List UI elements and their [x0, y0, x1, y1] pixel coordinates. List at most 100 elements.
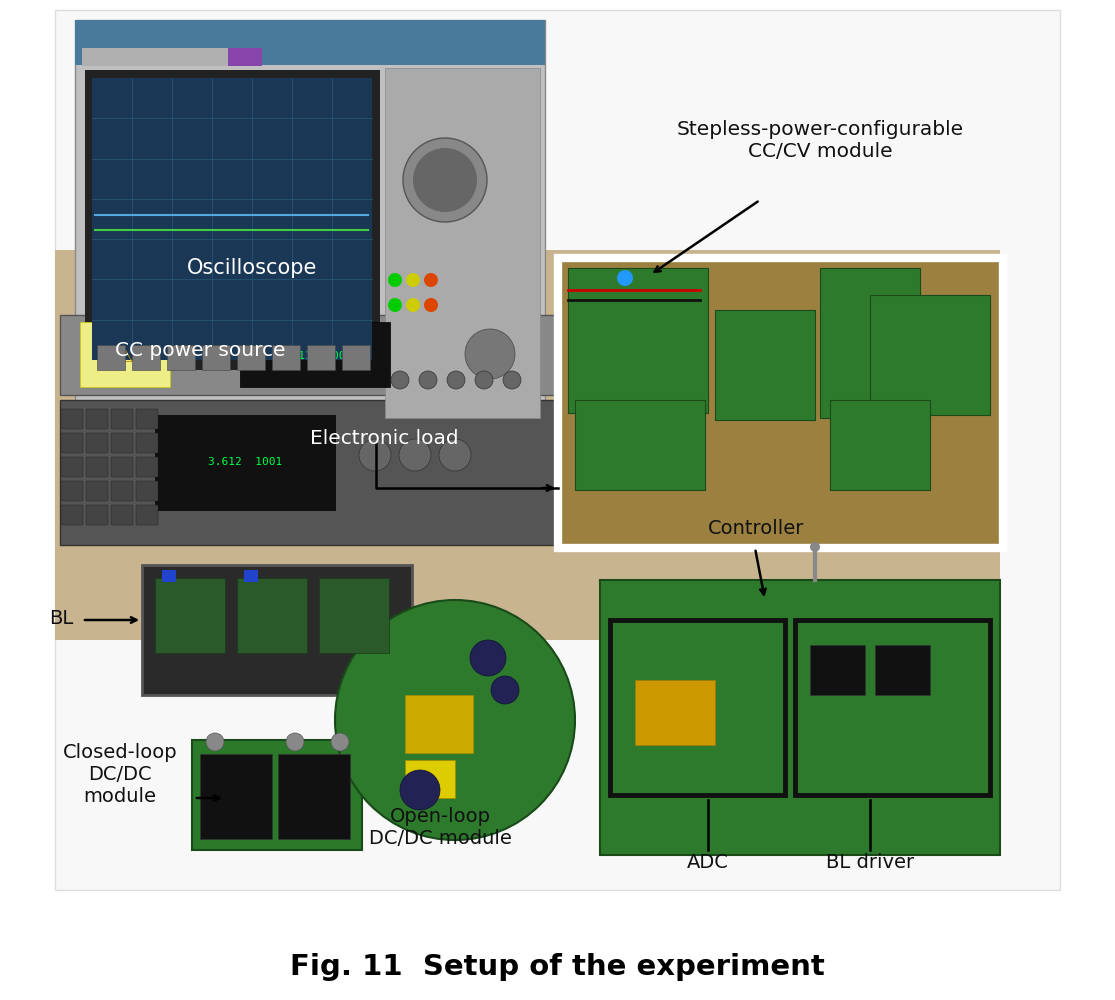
FancyBboxPatch shape — [86, 481, 108, 501]
Circle shape — [471, 640, 506, 676]
Text: Open-loop
DC/DC module: Open-loop DC/DC module — [369, 808, 512, 848]
Circle shape — [388, 273, 403, 287]
Circle shape — [287, 733, 304, 751]
FancyBboxPatch shape — [55, 10, 1060, 890]
FancyBboxPatch shape — [112, 505, 133, 525]
FancyBboxPatch shape — [155, 415, 334, 510]
FancyBboxPatch shape — [60, 400, 560, 545]
FancyBboxPatch shape — [200, 754, 272, 839]
Circle shape — [617, 270, 633, 286]
FancyBboxPatch shape — [600, 580, 1000, 855]
FancyBboxPatch shape — [636, 680, 715, 745]
Circle shape — [465, 329, 515, 379]
FancyBboxPatch shape — [136, 505, 158, 525]
Text: Controller: Controller — [708, 518, 804, 538]
FancyBboxPatch shape — [86, 409, 108, 429]
FancyBboxPatch shape — [112, 409, 133, 429]
Circle shape — [391, 371, 409, 389]
FancyBboxPatch shape — [83, 48, 262, 66]
Circle shape — [447, 371, 465, 389]
FancyBboxPatch shape — [568, 268, 708, 413]
Text: Fig. 11  Setup of the experiment: Fig. 11 Setup of the experiment — [290, 953, 825, 981]
FancyBboxPatch shape — [85, 70, 380, 370]
Text: ⚠: ⚠ — [116, 347, 134, 365]
FancyBboxPatch shape — [307, 345, 334, 370]
Text: 3.612  1001: 3.612 1001 — [207, 457, 282, 467]
FancyBboxPatch shape — [155, 578, 225, 653]
FancyBboxPatch shape — [136, 457, 158, 477]
FancyBboxPatch shape — [809, 645, 865, 695]
FancyBboxPatch shape — [162, 570, 176, 582]
FancyBboxPatch shape — [610, 620, 785, 795]
FancyBboxPatch shape — [278, 754, 350, 839]
FancyBboxPatch shape — [319, 578, 389, 653]
FancyBboxPatch shape — [80, 322, 169, 387]
FancyBboxPatch shape — [112, 457, 133, 477]
FancyBboxPatch shape — [136, 409, 158, 429]
Circle shape — [334, 600, 575, 840]
FancyBboxPatch shape — [61, 409, 83, 429]
Circle shape — [424, 273, 438, 287]
FancyBboxPatch shape — [75, 20, 545, 440]
FancyBboxPatch shape — [136, 481, 158, 501]
FancyBboxPatch shape — [237, 345, 265, 370]
FancyBboxPatch shape — [61, 481, 83, 501]
FancyBboxPatch shape — [830, 400, 930, 490]
FancyBboxPatch shape — [795, 620, 990, 795]
Text: ADC: ADC — [687, 852, 729, 871]
Circle shape — [406, 298, 420, 312]
FancyBboxPatch shape — [55, 250, 1000, 640]
FancyBboxPatch shape — [202, 345, 230, 370]
FancyBboxPatch shape — [342, 345, 370, 370]
FancyBboxPatch shape — [132, 345, 159, 370]
FancyBboxPatch shape — [86, 505, 108, 525]
Circle shape — [439, 439, 471, 471]
Circle shape — [809, 542, 820, 552]
FancyBboxPatch shape — [575, 400, 705, 490]
FancyBboxPatch shape — [237, 578, 307, 653]
Text: BL: BL — [49, 609, 72, 629]
Circle shape — [424, 298, 438, 312]
FancyBboxPatch shape — [244, 570, 258, 582]
Circle shape — [406, 273, 420, 287]
FancyBboxPatch shape — [61, 457, 83, 477]
Circle shape — [399, 439, 432, 471]
FancyBboxPatch shape — [240, 322, 390, 387]
Circle shape — [413, 148, 477, 212]
Text: BL driver: BL driver — [826, 852, 914, 871]
FancyBboxPatch shape — [61, 505, 83, 525]
FancyBboxPatch shape — [142, 565, 413, 695]
FancyBboxPatch shape — [870, 295, 990, 415]
FancyBboxPatch shape — [75, 20, 545, 65]
Circle shape — [475, 371, 493, 389]
Text: Stepless-power-configurable
CC/CV module: Stepless-power-configurable CC/CV module — [677, 120, 963, 161]
FancyBboxPatch shape — [192, 740, 362, 850]
Text: 10.11  100R: 10.11 100R — [278, 351, 352, 361]
Circle shape — [503, 371, 521, 389]
FancyBboxPatch shape — [112, 433, 133, 453]
FancyBboxPatch shape — [385, 68, 540, 418]
FancyBboxPatch shape — [167, 345, 195, 370]
FancyBboxPatch shape — [86, 457, 108, 477]
Circle shape — [400, 770, 440, 810]
FancyBboxPatch shape — [715, 310, 815, 420]
Circle shape — [491, 676, 518, 704]
FancyBboxPatch shape — [136, 433, 158, 453]
FancyBboxPatch shape — [86, 433, 108, 453]
Circle shape — [206, 733, 224, 751]
FancyBboxPatch shape — [875, 645, 930, 695]
Circle shape — [359, 439, 391, 471]
FancyBboxPatch shape — [227, 48, 262, 66]
Circle shape — [331, 733, 349, 751]
FancyBboxPatch shape — [820, 268, 920, 418]
Text: Electronic load: Electronic load — [310, 428, 458, 448]
FancyBboxPatch shape — [405, 760, 455, 798]
FancyBboxPatch shape — [558, 258, 1004, 548]
Circle shape — [419, 371, 437, 389]
Text: CC power source: CC power source — [115, 340, 285, 360]
FancyBboxPatch shape — [97, 345, 125, 370]
Circle shape — [388, 298, 403, 312]
FancyBboxPatch shape — [93, 78, 372, 360]
FancyBboxPatch shape — [61, 433, 83, 453]
Text: Closed-loop
DC/DC
module: Closed-loop DC/DC module — [62, 744, 177, 806]
